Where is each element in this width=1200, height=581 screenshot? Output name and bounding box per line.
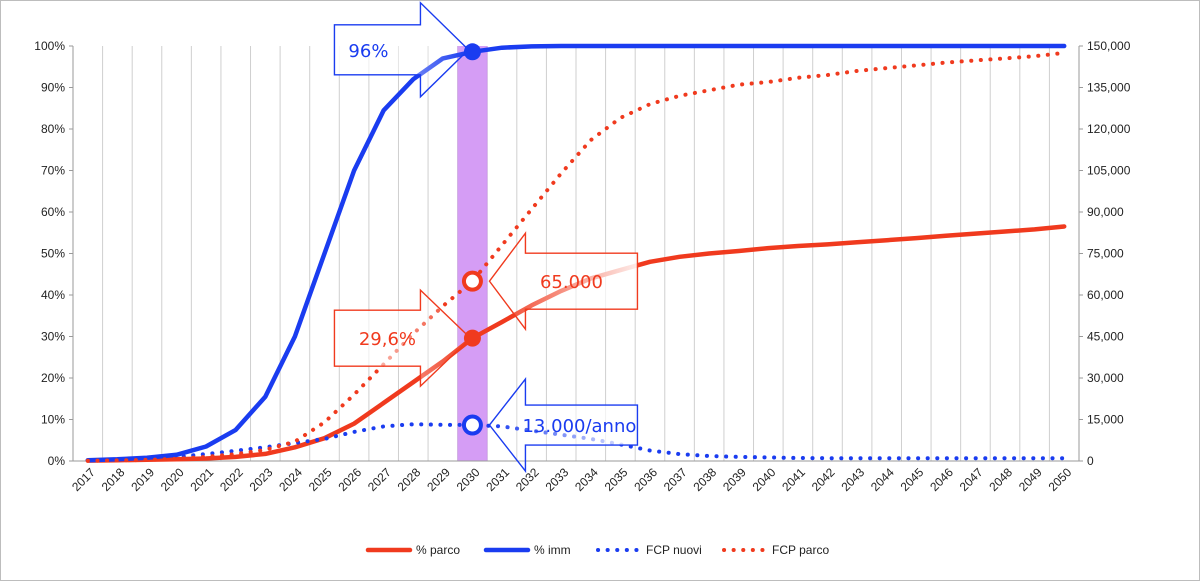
x-axis-tick-label: 2046 xyxy=(927,465,956,494)
right-axis-tick-label: 120,000 xyxy=(1087,122,1131,136)
left-axis-tick-label: 70% xyxy=(41,164,65,178)
right-axis-tick-label: 30,000 xyxy=(1087,371,1124,385)
right-axis-tick-labels: 0 15,000 30,000 45,000 60,000 75,000 90,000 105… xyxy=(1087,39,1131,468)
highlight-band-rect xyxy=(457,46,488,461)
right-axis-tick-label: 150,000 xyxy=(1087,39,1131,53)
annotations-layer: 96% 65.000 29,6% 13.000/anno xyxy=(333,1,639,474)
x-axis-tick-label: 2045 xyxy=(898,465,927,494)
x-axis-tick-labels: 2017 2018 2019 2020 2021 2022 2023 2024 2025 2026… xyxy=(69,465,1074,494)
callout-arrow-fcp-nuovi xyxy=(488,377,639,474)
x-axis-tick-label: 2040 xyxy=(750,465,779,494)
right-axis-tick-label: 75,000 xyxy=(1087,247,1124,261)
x-axis-tick-label: 2030 xyxy=(454,465,483,494)
right-axis-tick-label: 60,000 xyxy=(1087,288,1124,302)
left-axis-tick-label: 60% xyxy=(41,205,65,219)
x-axis-tick-label: 2018 xyxy=(99,465,128,494)
right-axis-tick-label: 90,000 xyxy=(1087,205,1124,219)
x-axis-tick-label: 2017 xyxy=(69,465,98,494)
x-axis-tick-label: 2027 xyxy=(365,465,394,494)
callout-marker--imm xyxy=(463,43,481,61)
left-axis-tick-labels: 0% 10% 20% 30% 40% 50% 60% 70% 80% 90% 100% xyxy=(34,39,65,468)
left-axis-tick-label: 30% xyxy=(41,330,65,344)
callout-label-fcp-nuovi: 13.000/anno xyxy=(522,416,636,437)
x-axis-tick-label: 2047 xyxy=(957,465,986,494)
x-axis-tick-label: 2021 xyxy=(187,465,216,494)
right-axis-tick-label: 45,000 xyxy=(1087,330,1124,344)
x-axis-tick-label: 2025 xyxy=(306,465,335,494)
x-axis-tick-label: 2026 xyxy=(335,465,364,494)
callout-arrow-fcp-parco xyxy=(488,231,639,332)
callout-label-imm: 96% xyxy=(348,41,388,62)
legend-label: % parco xyxy=(416,543,460,557)
left-axis-tick-label: 50% xyxy=(41,247,65,261)
x-axis-tick-label: 2023 xyxy=(247,465,276,494)
x-axis-tick-label: 2024 xyxy=(276,465,305,494)
callout-marker-fcp-nuovi xyxy=(461,414,483,436)
left-axis-tick-label: 20% xyxy=(41,371,65,385)
x-axis-tick-label: 2022 xyxy=(217,465,246,494)
x-axis-tick-label: 2035 xyxy=(602,465,631,494)
legend: % parco % imm FCP nuovi FCP parco xyxy=(365,543,829,557)
callout-arrow-parco xyxy=(333,288,472,388)
series-line-fcp-parco xyxy=(85,50,1067,463)
axes xyxy=(69,45,1083,462)
x-axis-tick-label: 2038 xyxy=(690,465,719,494)
left-axis-tick-label: 10% xyxy=(41,413,65,427)
callout-marker--parco xyxy=(463,329,481,347)
x-axis-tick-label: 2037 xyxy=(661,465,690,494)
x-axis-tick-label: 2028 xyxy=(395,465,424,494)
x-axis-tick-label: 2043 xyxy=(838,465,867,494)
x-axis-tick-label: 2020 xyxy=(158,465,187,494)
right-axis-tick-label: 15,000 xyxy=(1087,413,1124,427)
left-axis-tick-label: 90% xyxy=(41,81,65,95)
x-axis-tick-label: 2044 xyxy=(868,465,897,494)
x-axis-tick-label: 2049 xyxy=(1016,465,1045,494)
left-axis-tick-label: 0% xyxy=(48,454,66,468)
right-axis-tick-label: 105,000 xyxy=(1087,164,1131,178)
left-axis-tick-label: 80% xyxy=(41,122,65,136)
callout-arrow-imm xyxy=(333,1,470,99)
callout-marker-fcp-parco xyxy=(461,270,483,292)
legend-label: FCP parco xyxy=(772,543,829,557)
highlight-band xyxy=(457,46,488,461)
x-axis-tick-label: 2032 xyxy=(513,465,542,494)
legend-label: % imm xyxy=(534,543,571,557)
right-axis-tick-label: 0 xyxy=(1087,454,1094,468)
x-axis-tick-label: 2041 xyxy=(779,465,808,494)
left-axis-tick-label: 100% xyxy=(34,39,65,53)
x-axis-tick-label: 2034 xyxy=(572,465,601,494)
callout-label-fcp-parco: 65.000 xyxy=(540,272,603,293)
x-axis-tick-label: 2029 xyxy=(424,465,453,494)
x-axis-tick-label: 2042 xyxy=(809,465,838,494)
x-axis-tick-label: 2036 xyxy=(631,465,660,494)
callout-label-parco: 29,6% xyxy=(359,329,416,350)
x-axis-tick-label: 2050 xyxy=(1046,465,1075,494)
x-axis-tick-label: 2033 xyxy=(543,465,572,494)
legend-label: FCP nuovi xyxy=(646,543,702,557)
x-axis-tick-label: 2048 xyxy=(986,465,1015,494)
left-axis-tick-label: 40% xyxy=(41,288,65,302)
right-axis-tick-label: 135,000 xyxy=(1087,81,1131,95)
series-line--imm xyxy=(85,43,1067,463)
x-axis-tick-label: 2031 xyxy=(483,465,512,494)
x-axis-tick-label: 2039 xyxy=(720,465,749,494)
x-axis-tick-label: 2019 xyxy=(128,465,157,494)
